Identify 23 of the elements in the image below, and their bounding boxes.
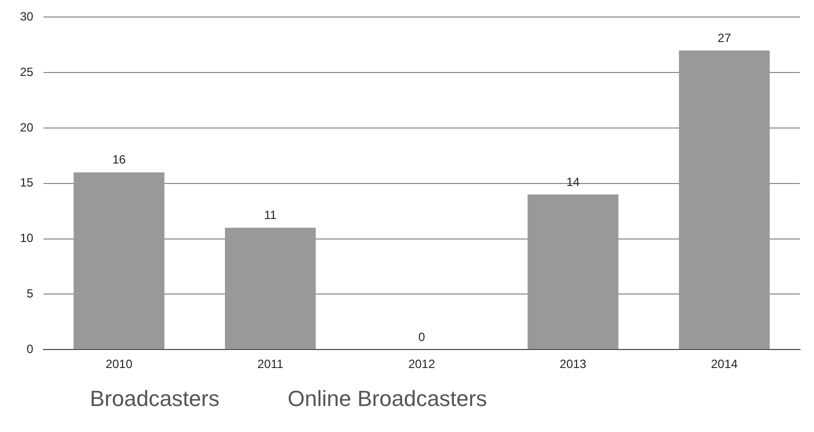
x-tick-label: 2013 xyxy=(560,357,587,372)
text: Online Broadcasters xyxy=(288,386,487,412)
data-label: 11 xyxy=(264,208,277,222)
data-label: 16 xyxy=(112,152,126,167)
y-tick-label: 25 xyxy=(20,64,34,79)
x-tick-label: 2012 xyxy=(408,357,436,372)
x-tick-label: 2014 xyxy=(710,357,738,372)
y-tick-label: 5 xyxy=(26,286,34,301)
data-label: 14 xyxy=(566,174,580,189)
bar xyxy=(224,228,316,350)
y-tick-label: 10 xyxy=(20,231,34,246)
bar xyxy=(74,172,164,350)
y-tick-label: 0 xyxy=(26,342,34,356)
text: Broadcasters xyxy=(90,386,220,412)
data-label: 27 xyxy=(718,30,732,45)
bar xyxy=(528,194,618,350)
bar xyxy=(678,50,770,350)
y-tick-label: 20 xyxy=(20,120,34,134)
x-tick-label: 2011 xyxy=(257,357,284,372)
y-tick-label: 15 xyxy=(20,176,34,190)
x-tick-label: 2010 xyxy=(106,357,133,372)
y-tick-label: 30 xyxy=(20,10,34,24)
data-label: 0 xyxy=(418,330,426,344)
